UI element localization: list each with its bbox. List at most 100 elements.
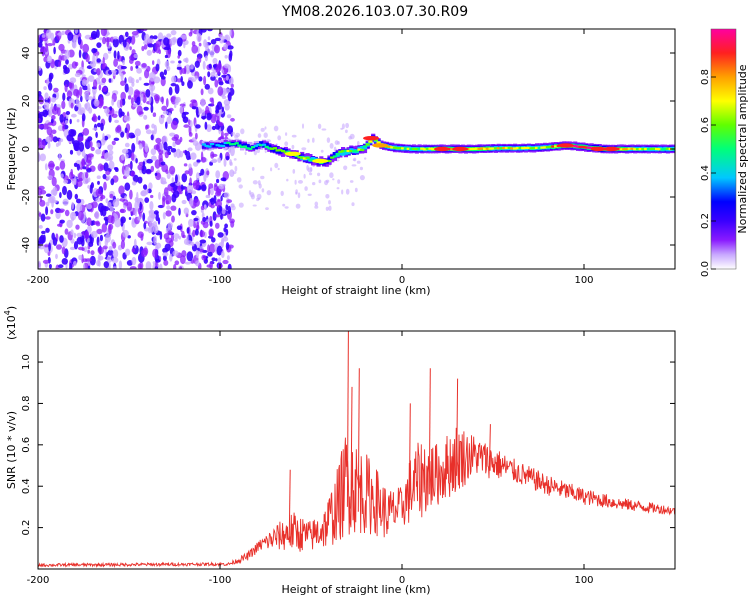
noise-speckle: [71, 38, 76, 48]
noise-speckle: [118, 64, 122, 74]
noise-speckle: [49, 195, 56, 203]
noise-speckle: [66, 219, 73, 229]
noise-speckle: [38, 111, 46, 117]
noise-speckle: [76, 236, 83, 245]
x-tick-label: -200: [27, 575, 50, 586]
noise-speckle: [92, 115, 98, 123]
noise-speckle: [185, 57, 189, 64]
noise-speckle: [64, 209, 70, 217]
noise-speckle: [217, 232, 224, 238]
noise-speckle: [307, 193, 312, 196]
noise-speckle: [178, 207, 181, 216]
noise-speckle: [145, 124, 150, 129]
noise-speckle: [195, 249, 200, 259]
snr-y-multiplier: (x104): [3, 306, 18, 340]
noise-speckle: [133, 174, 139, 183]
snr-peak: [288, 469, 291, 543]
noise-speckle: [203, 39, 208, 48]
noise-speckle: [73, 88, 80, 97]
noise-speckle: [66, 90, 73, 98]
noise-speckle: [199, 108, 203, 114]
noise-speckle: [85, 171, 89, 179]
noise-speckle: [203, 204, 207, 209]
noise-speckle: [76, 119, 80, 123]
noise-speckle: [74, 72, 81, 78]
noise-speckle: [120, 111, 125, 117]
noise-speckle: [74, 193, 79, 200]
ridge-cell: [250, 146, 256, 149]
noise-speckle: [210, 39, 217, 45]
noise-speckle: [354, 187, 358, 193]
noise-speckle: [166, 205, 171, 210]
noise-speckle: [38, 106, 42, 110]
noise-speckle: [95, 131, 98, 138]
noise-speckle: [251, 166, 255, 171]
ridge-cell: [403, 147, 408, 150]
noise-speckle: [183, 238, 189, 245]
ridge-cell: [351, 150, 357, 153]
noise-speckle: [77, 36, 82, 45]
ridge-cell: [420, 147, 425, 150]
noise-speckle: [238, 184, 243, 189]
noise-speckle: [208, 243, 216, 254]
noise-speckle: [90, 182, 94, 189]
noise-speckle: [48, 109, 51, 116]
noise-speckle: [44, 163, 48, 171]
noise-speckle: [108, 70, 113, 75]
noise-speckle: [179, 105, 183, 115]
noise-speckle: [172, 250, 179, 257]
noise-speckle: [56, 244, 62, 250]
ridge-cell: [507, 146, 512, 149]
noise-speckle: [166, 98, 169, 108]
noise-speckle: [351, 164, 357, 167]
ridge-cell: [207, 145, 212, 148]
noise-speckle: [59, 138, 64, 143]
noise-speckle: [211, 257, 216, 262]
noise-speckle: [349, 133, 355, 140]
noise-speckle: [96, 175, 101, 179]
noise-speckle: [59, 235, 64, 243]
noise-speckle: [209, 261, 214, 269]
noise-speckle: [57, 32, 63, 36]
spectrogram-x-axis-label: Height of straight line (km): [281, 284, 430, 297]
ridge-cell: [551, 145, 556, 148]
noise-speckle: [111, 98, 115, 106]
noise-speckle: [240, 128, 245, 135]
ridge-cell: [513, 147, 518, 150]
noise-speckle: [191, 242, 195, 247]
noise-speckle: [312, 137, 315, 143]
noise-speckle: [236, 177, 242, 183]
noise-speckle: [77, 109, 85, 115]
noise-speckle: [186, 184, 194, 193]
ridge-cell: [343, 149, 348, 152]
noise-speckle: [223, 43, 229, 50]
noise-speckle: [89, 255, 96, 266]
noise-speckle: [95, 149, 102, 155]
noise-speckle: [165, 210, 172, 217]
noise-speckle: [98, 84, 102, 91]
noise-speckle: [58, 43, 65, 52]
noise-speckle: [159, 263, 163, 269]
noise-speckle: [102, 56, 105, 66]
noise-speckle: [171, 215, 175, 223]
ridge-cell: [267, 147, 272, 150]
ridge-cell: [534, 146, 540, 149]
noise-speckle: [227, 125, 233, 135]
noise-speckle: [212, 64, 217, 68]
noise-speckle: [190, 99, 197, 104]
ridge-cell: [499, 147, 504, 150]
noise-speckle: [216, 245, 223, 256]
ridge-cell: [229, 143, 234, 146]
noise-speckle: [124, 142, 130, 148]
noise-speckle: [124, 83, 129, 93]
noise-speckle: [218, 122, 224, 127]
ridge-cell: [259, 144, 264, 147]
ridge-cell: [496, 147, 501, 150]
noise-speckle: [200, 98, 206, 107]
noise-speckle: [51, 105, 59, 115]
noise-speckle: [210, 50, 215, 58]
colorbar-tick-label: 0.4: [700, 165, 711, 181]
noise-speckle: [190, 79, 196, 82]
noise-speckle: [210, 204, 215, 209]
ridge-cell: [245, 147, 250, 150]
